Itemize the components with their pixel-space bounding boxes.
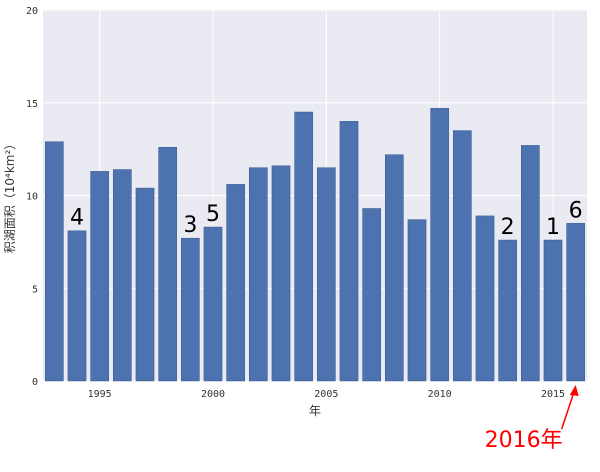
y-tick-label: 5 — [32, 284, 38, 295]
y-tick-label: 0 — [32, 377, 38, 388]
bar-1996 — [113, 169, 132, 382]
annotation-arrow — [560, 392, 575, 430]
bar-2002 — [249, 167, 268, 382]
bar-2010 — [430, 108, 449, 382]
bar-2012 — [475, 215, 495, 382]
bar-rank-label: 2 — [501, 215, 515, 240]
bar-1994 — [67, 230, 87, 382]
annotation-label: 2016年 — [485, 428, 563, 453]
bar-rank-label: 6 — [569, 198, 583, 223]
bar-rank-label: 4 — [70, 206, 84, 231]
bar-2003 — [271, 165, 291, 382]
bar-1997 — [135, 187, 155, 382]
bar-2006 — [339, 121, 359, 382]
x-axis-label: 年 — [309, 404, 321, 418]
y-tick-label: 10 — [26, 192, 38, 203]
bar-rank-labels: 4 3 5 2 16 — [70, 198, 583, 240]
bar-rank-label: 5 — [206, 202, 220, 227]
bar-2009 — [407, 219, 427, 382]
bar-1999 — [181, 237, 200, 382]
bar-1998 — [158, 147, 177, 382]
x-tick-label: 2005 — [314, 389, 338, 400]
bar-2011 — [453, 130, 472, 382]
x-tick-label: 2010 — [428, 389, 452, 400]
bar-2008 — [385, 154, 404, 382]
bar-2007 — [362, 208, 381, 382]
y-tick-label: 15 — [26, 99, 38, 110]
x-axis-ticks: 1995 2000 2005 2010 2015 — [88, 389, 565, 400]
bar-1995 — [90, 171, 109, 382]
bar-2005 — [317, 167, 336, 382]
bar-1993 — [45, 141, 64, 382]
bar-2015 — [543, 239, 563, 382]
x-tick-label: 2000 — [201, 389, 225, 400]
bar-2001 — [226, 184, 245, 382]
bar-rank-label: 3 — [183, 213, 197, 238]
bar-2016 — [566, 223, 585, 382]
y-axis-label: 积湖面积（10⁴km²） — [2, 138, 17, 254]
bar-rank-label: 1 — [546, 215, 560, 240]
x-tick-label: 1995 — [88, 389, 112, 400]
bar-2013 — [498, 239, 517, 382]
bar-2000 — [203, 226, 223, 382]
bar-2004 — [294, 111, 313, 382]
annotation-arrowhead — [569, 385, 579, 396]
bars — [45, 108, 585, 382]
x-tick-label: 2015 — [541, 389, 565, 400]
y-axis-ticks: 0 5 10 15 20 — [26, 6, 38, 388]
y-tick-label: 20 — [26, 6, 38, 17]
bar-2014 — [521, 145, 540, 382]
